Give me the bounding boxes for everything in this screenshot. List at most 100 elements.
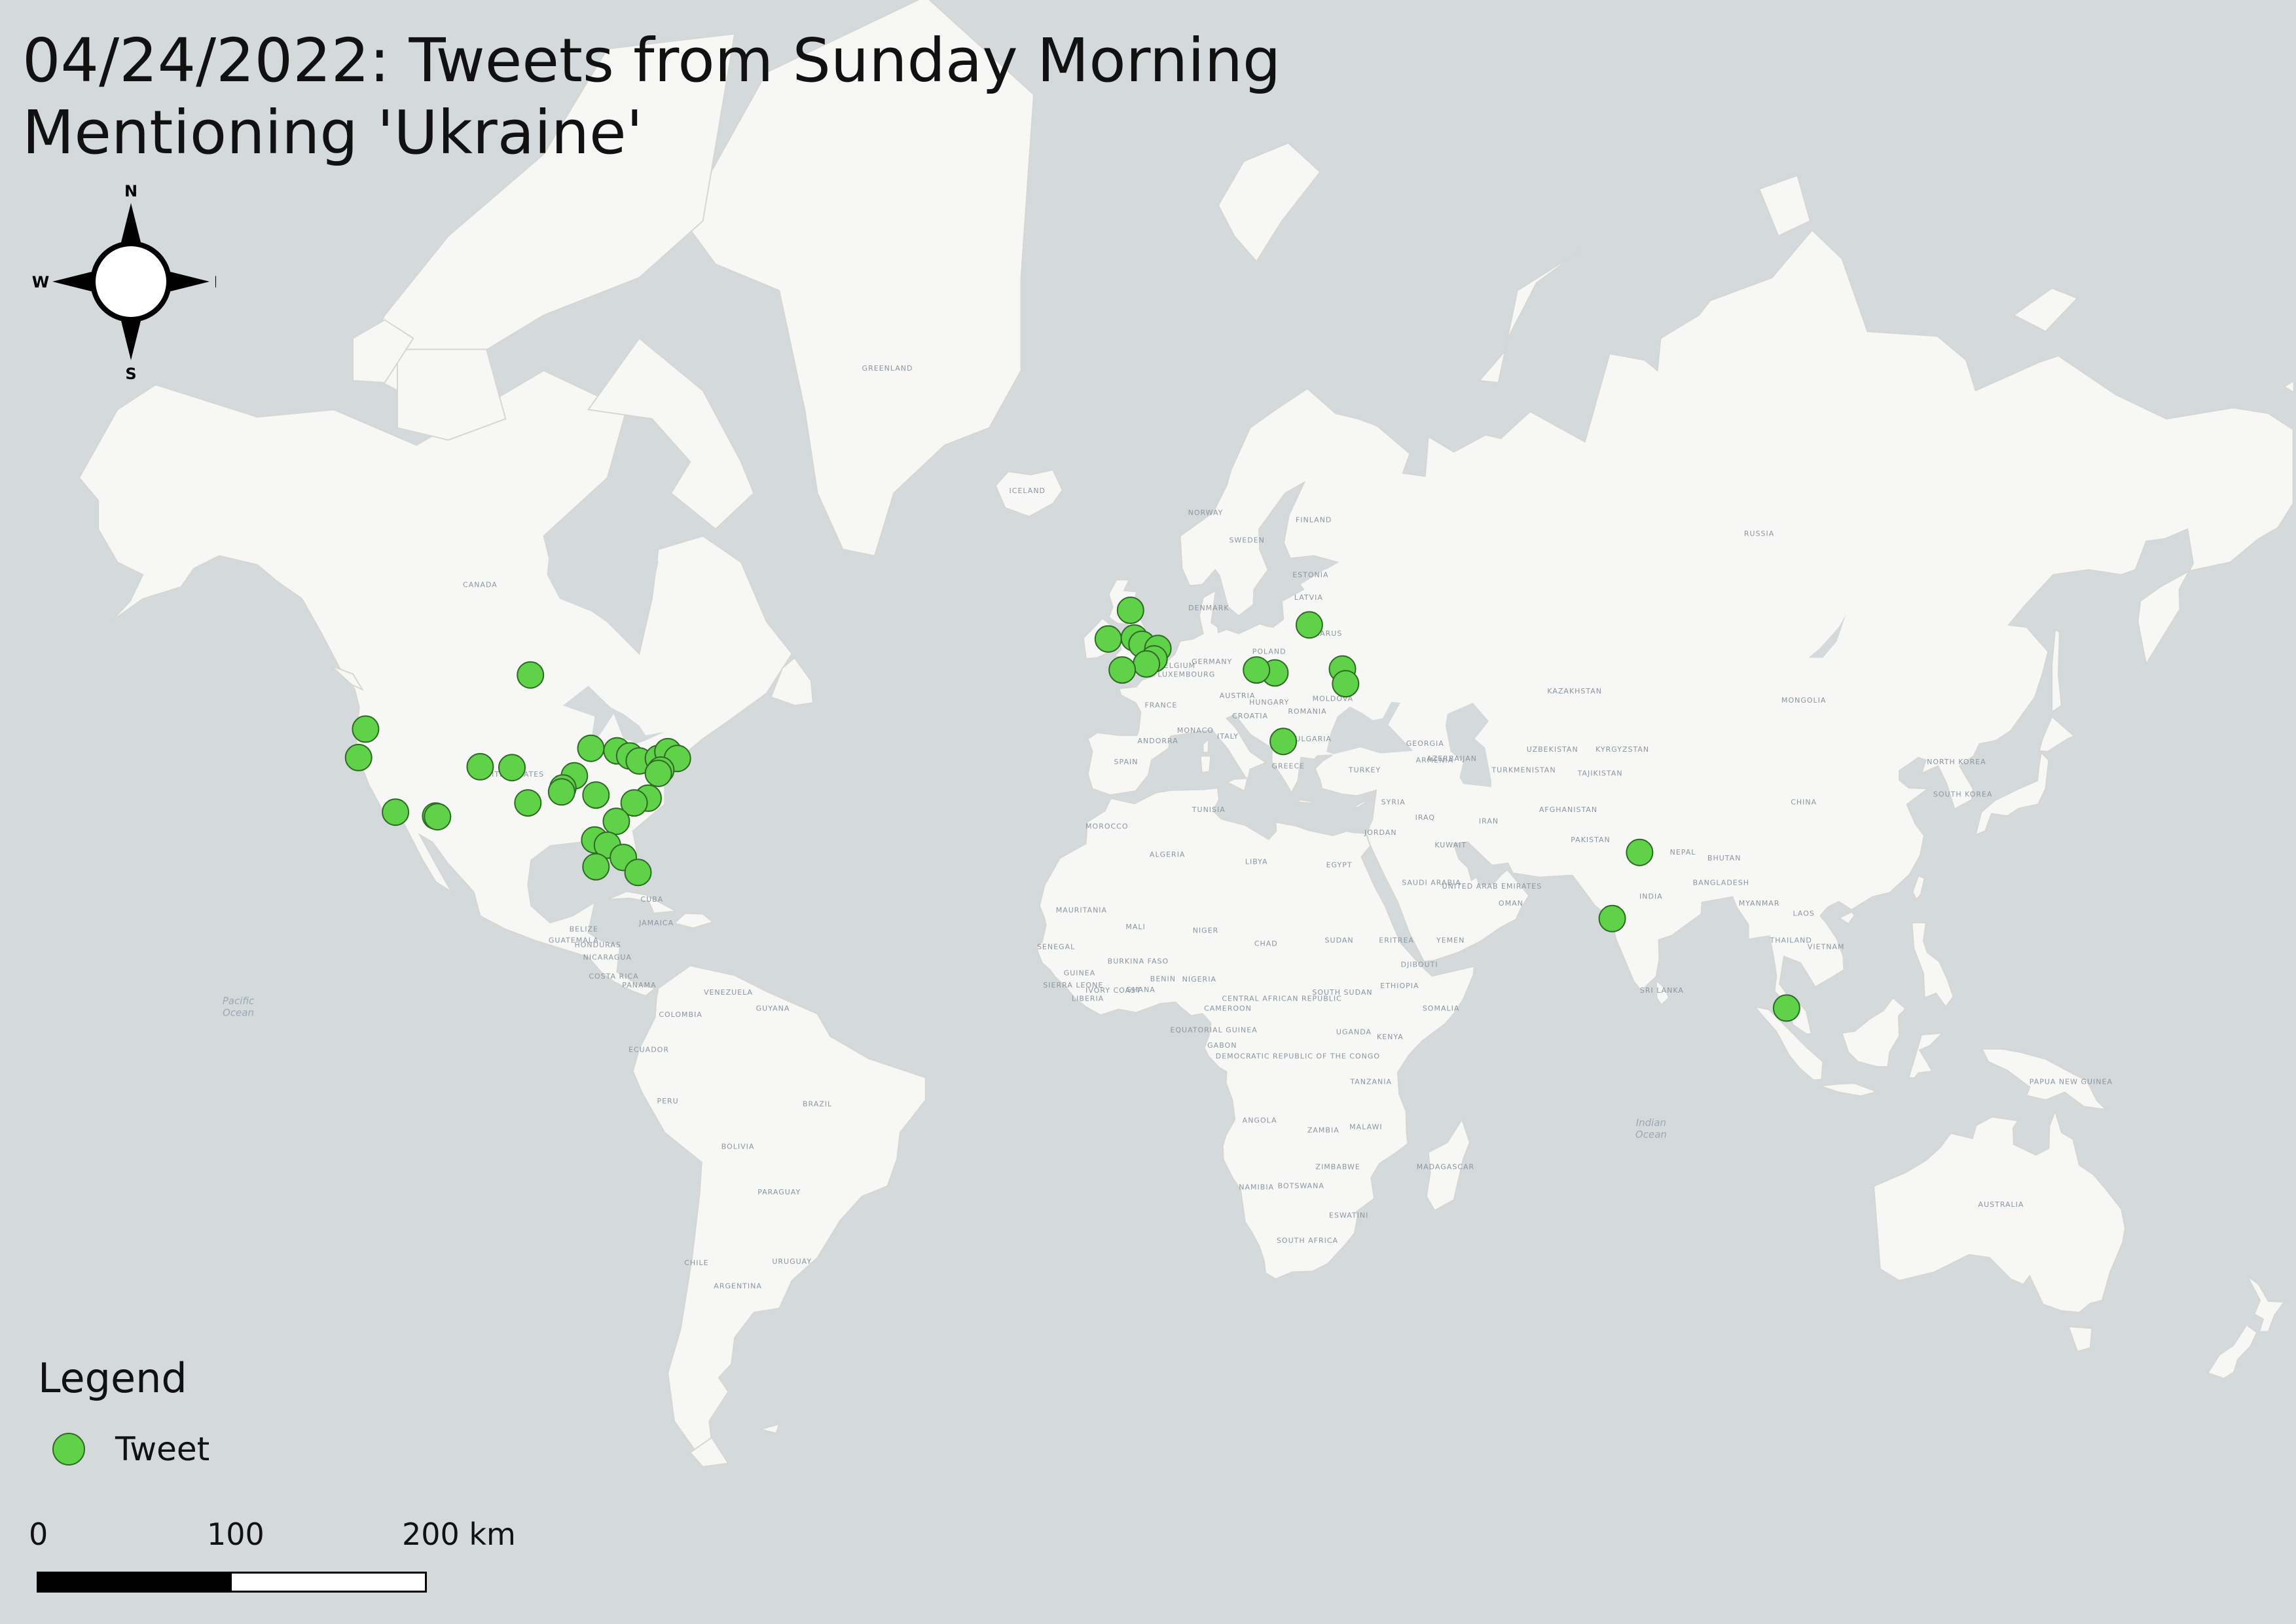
landmass-philippines	[1911, 922, 1954, 1008]
tweet-point[interactable]	[1243, 656, 1271, 684]
ocean-label: Indian	[1636, 1117, 1666, 1129]
country-label: JAMAICA	[638, 919, 674, 927]
landmass-new-zealand-south	[2206, 1323, 2258, 1380]
country-label: SWEDEN	[1229, 536, 1264, 545]
country-label: CHINA	[1791, 798, 1817, 806]
map-title: 04/24/2022: Tweets from Sunday Morning M…	[22, 26, 1281, 168]
country-label: KENYA	[1377, 1033, 1404, 1041]
country-label: JORDAN	[1364, 828, 1397, 837]
country-label: PAPUA NEW GUINEA	[2030, 1077, 2113, 1086]
compass-east: E	[214, 273, 216, 291]
country-label: GUYANA	[756, 1004, 790, 1012]
tweet-point[interactable]	[424, 803, 452, 831]
country-label: GREECE	[1271, 762, 1305, 771]
country-label: FINLAND	[1296, 515, 1332, 524]
country-label: HUNGARY	[1249, 698, 1289, 707]
country-label: NAMIBIA	[1239, 1183, 1274, 1192]
country-label: NICARAGUA	[583, 953, 632, 962]
tweet-point[interactable]	[1772, 994, 1800, 1022]
country-label: NORWAY	[1188, 509, 1224, 517]
country-label: MALAWI	[1349, 1122, 1382, 1131]
landmass-hispaniola	[672, 912, 715, 929]
tweet-point[interactable]	[1626, 838, 1654, 866]
country-label: SENEGAL	[1037, 943, 1075, 951]
landmass-sumatra	[1753, 1006, 1824, 1081]
country-label: YEMEN	[1436, 936, 1465, 945]
country-label: LUXEMBOURG	[1157, 671, 1215, 679]
country-label: BENIN	[1150, 974, 1176, 983]
country-label: KAZAKHSTAN	[1547, 687, 1602, 695]
tweet-point[interactable]	[1598, 904, 1626, 932]
scale-label-100: 100	[207, 1517, 264, 1552]
ocean-label: Ocean	[223, 1007, 254, 1019]
landmass-new-zealand-north	[2246, 1275, 2286, 1333]
country-label: BELIZE	[570, 925, 598, 933]
country-label: NORTH KOREA	[1927, 758, 1986, 766]
country-label: IRAN	[1479, 817, 1499, 826]
country-label: PAKISTAN	[1571, 836, 1611, 844]
tweet-point[interactable]	[382, 798, 410, 826]
country-label: ARGENTINA	[714, 1282, 762, 1291]
country-label: MAURITANIA	[1056, 906, 1107, 915]
country-label: IRAQ	[1415, 813, 1435, 822]
landmass-falklands	[757, 1423, 780, 1435]
landmass-australia	[1873, 1109, 2126, 1314]
country-label: ARMENIA	[1416, 756, 1454, 765]
tweet-point[interactable]	[602, 807, 630, 836]
tweet-point[interactable]	[582, 781, 610, 809]
landmass-tasmania	[2068, 1325, 2093, 1353]
tweet-point[interactable]	[1094, 625, 1122, 653]
landmass-tierra-del-fuego	[689, 1436, 730, 1467]
tweet-point[interactable]	[498, 754, 526, 782]
tweet-points[interactable]	[344, 597, 1800, 1022]
country-label: TURKEY	[1348, 766, 1381, 775]
tweet-point[interactable]	[1108, 656, 1137, 684]
country-label: SOUTH AFRICA	[1277, 1236, 1338, 1245]
country-label: MADAGASCAR	[1417, 1162, 1475, 1171]
tweet-point[interactable]	[344, 743, 373, 771]
tweet-point[interactable]	[517, 661, 545, 689]
tweet-point[interactable]	[1269, 728, 1298, 756]
tweet-point[interactable]	[352, 715, 380, 743]
tweet-point[interactable]	[577, 734, 605, 762]
landmass-sicily	[1226, 777, 1248, 792]
tweet-point[interactable]	[466, 752, 494, 781]
tweet-point[interactable]	[1116, 597, 1144, 624]
country-label: LIBYA	[1245, 857, 1268, 866]
country-label: TURKMENISTAN	[1491, 766, 1556, 775]
tweet-point[interactable]	[582, 853, 610, 881]
country-label: GEORGIA	[1406, 739, 1444, 748]
country-label: LATVIA	[1294, 593, 1323, 602]
landmass-sri-lanka	[1655, 979, 1670, 1006]
tweet-point[interactable]	[624, 858, 652, 887]
tweet-point[interactable]	[1332, 670, 1360, 698]
country-label: IVORY COAST	[1085, 986, 1141, 995]
compass-south: S	[125, 365, 136, 383]
tweet-point[interactable]	[1295, 611, 1323, 639]
country-label: CANADA	[463, 580, 498, 589]
tweet-point[interactable]	[1133, 650, 1161, 678]
country-label: ESTONIA	[1292, 571, 1328, 580]
country-label: INDIA	[1639, 893, 1663, 901]
country-label: GERMANY	[1192, 657, 1232, 666]
country-label: MONACO	[1177, 726, 1214, 735]
water-baltic-east	[1283, 559, 1338, 596]
landmass-svalbard	[1217, 142, 1321, 263]
tweet-point[interactable]	[620, 789, 648, 817]
landmass-new-siberian	[2012, 287, 2079, 333]
country-label: NEPAL	[1670, 848, 1696, 857]
country-label: ESWATINI	[1329, 1211, 1368, 1219]
landmass-baffin	[587, 337, 755, 530]
country-label: CUBA	[640, 895, 663, 904]
tweet-point[interactable]	[644, 760, 672, 787]
country-label: BULGARIA	[1290, 735, 1332, 743]
country-label: TAJIKISTAN	[1577, 769, 1623, 778]
landmass-south-america	[632, 965, 926, 1454]
tweet-point[interactable]	[514, 789, 542, 817]
country-label: ZIMBABWE	[1316, 1162, 1360, 1171]
country-label: ROMANIA	[1288, 707, 1326, 716]
country-label: COLOMBIA	[659, 1010, 702, 1019]
landmass-sulawesi	[1908, 1032, 1944, 1079]
tweet-point[interactable]	[547, 778, 575, 806]
